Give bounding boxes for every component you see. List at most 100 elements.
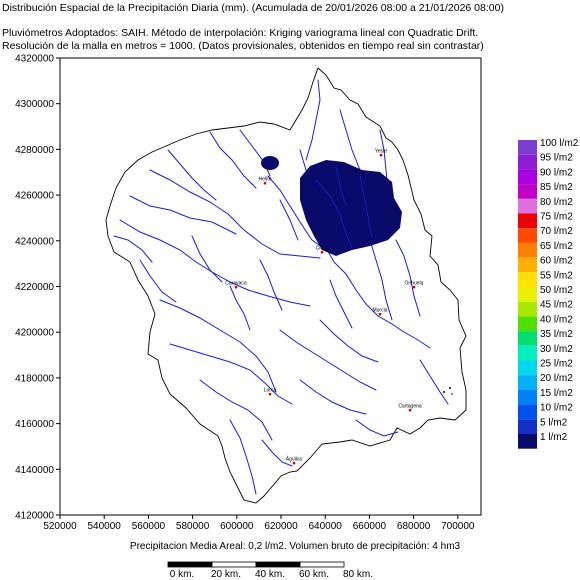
legend-swatch bbox=[518, 345, 537, 361]
legend-item: 60 l/m2 bbox=[518, 256, 573, 273]
legend-swatch bbox=[518, 213, 537, 229]
scale-segment bbox=[299, 561, 345, 568]
city-marker: Murcia bbox=[372, 308, 388, 316]
method-info: Pluviómetros Adoptados: SAIH. Método de … bbox=[2, 27, 479, 39]
tributary bbox=[355, 419, 399, 437]
legend-item: 30 l/m2 bbox=[518, 344, 573, 361]
legend-label: 15 l/m2 bbox=[540, 388, 573, 399]
scale-segment bbox=[211, 561, 257, 568]
city-marker: Cieza bbox=[316, 246, 329, 254]
scale-label: 80 km. bbox=[343, 569, 373, 580]
resolution-info: Resolución de la malla en metros = 1000.… bbox=[2, 40, 484, 52]
legend-item: 40 l/m2 bbox=[518, 314, 573, 332]
city-label: Murcia bbox=[372, 308, 387, 314]
legend-item: 100 l/m2 bbox=[518, 138, 579, 155]
legend-swatch bbox=[518, 169, 537, 185]
map-title: Distribución Espacial de la Precipitació… bbox=[2, 2, 504, 14]
legend-swatch bbox=[518, 184, 537, 199]
legend-item: 10 l/m2 bbox=[518, 403, 573, 420]
x-tick-label: 640000 bbox=[309, 521, 343, 532]
tributary bbox=[369, 239, 393, 321]
legend-item: 80 l/m2 bbox=[518, 197, 573, 214]
y-tick-label: 4140000 bbox=[15, 465, 54, 476]
legend-label: 45 l/m2 bbox=[540, 300, 573, 311]
x-tick-label: 520000 bbox=[43, 521, 77, 532]
legend-swatch bbox=[518, 360, 537, 376]
y-tick-label: 4120000 bbox=[15, 511, 54, 522]
legend-label: 30 l/m2 bbox=[540, 344, 573, 355]
tributary bbox=[149, 169, 321, 259]
x-tick-label: 600000 bbox=[220, 521, 254, 532]
scale-segment bbox=[255, 561, 301, 568]
legend-label: 50 l/m2 bbox=[540, 285, 573, 296]
rain-area-main bbox=[300, 160, 402, 256]
legend-label: 1 l/m2 bbox=[540, 432, 568, 443]
city-marker: Águilas bbox=[286, 456, 303, 465]
legend-swatch bbox=[518, 331, 537, 346]
legend-item: 50 l/m2 bbox=[518, 285, 573, 302]
legend-label: 40 l/m2 bbox=[540, 314, 573, 325]
legend-swatch bbox=[518, 287, 537, 302]
x-tick-label: 580000 bbox=[176, 521, 210, 532]
legend-item: 20 l/m2 bbox=[518, 373, 573, 390]
y-tick-label: 4260000 bbox=[15, 191, 54, 202]
legend-swatch bbox=[518, 419, 537, 434]
legend-label: 60 l/m2 bbox=[540, 256, 573, 267]
legend-label: 5 l/m2 bbox=[540, 417, 568, 428]
tributary bbox=[191, 235, 223, 283]
x-tick-label: 560000 bbox=[132, 521, 166, 532]
legend-swatch bbox=[518, 272, 537, 287]
legend-label: 80 l/m2 bbox=[540, 197, 573, 208]
legend-swatch bbox=[518, 316, 537, 332]
y-tick-label: 4300000 bbox=[15, 99, 54, 110]
tributary bbox=[113, 235, 153, 263]
city-label: Caravaca bbox=[225, 281, 247, 287]
legend-item: 1 l/m2 bbox=[518, 432, 568, 449]
scale-segment bbox=[167, 561, 213, 568]
legend-label: 55 l/m2 bbox=[540, 270, 573, 281]
scale-label: 0 km. bbox=[170, 569, 194, 580]
coastal-islets bbox=[443, 387, 453, 395]
tributary bbox=[229, 419, 257, 495]
tributary bbox=[199, 379, 273, 441]
city-marker: Lorca bbox=[264, 388, 277, 396]
legend-label: 90 l/m2 bbox=[540, 167, 573, 178]
legend-swatch bbox=[518, 140, 537, 155]
legend-label: 70 l/m2 bbox=[540, 226, 573, 237]
rain-areas bbox=[261, 156, 402, 256]
legend-swatch bbox=[518, 389, 537, 405]
legend-item: 45 l/m2 bbox=[518, 300, 573, 317]
legend-swatch bbox=[518, 154, 537, 170]
city-marker: Orihuela bbox=[405, 281, 424, 289]
legend-label: 100 l/m2 bbox=[540, 138, 579, 149]
x-tick-label: 700000 bbox=[441, 521, 475, 532]
tributary bbox=[129, 195, 237, 235]
legend-label: 35 l/m2 bbox=[540, 329, 573, 340]
tributary bbox=[169, 343, 293, 405]
x-tick-label: 660000 bbox=[353, 521, 387, 532]
city-markers: Yeste Hellín Cieza Caravaca Orihuela Murcia Lo… bbox=[225, 149, 424, 465]
y-tick-label: 4320000 bbox=[15, 54, 54, 65]
x-tick-label: 620000 bbox=[264, 521, 298, 532]
city-label: Yeste bbox=[375, 149, 388, 155]
legend-item: 65 l/m2 bbox=[518, 241, 573, 258]
y-tick-label: 4220000 bbox=[15, 282, 54, 293]
city-marker: Cartagena bbox=[398, 404, 422, 412]
legend-label: 20 l/m2 bbox=[540, 373, 573, 384]
rain-area-small bbox=[261, 156, 279, 170]
tributary bbox=[419, 359, 449, 405]
tributary bbox=[319, 319, 379, 363]
city-label: Lorca bbox=[264, 388, 277, 394]
legend-swatch bbox=[518, 301, 537, 317]
city-marker: Yeste bbox=[375, 149, 388, 157]
legend-item: 15 l/m2 bbox=[518, 388, 573, 405]
city-marker: Hellín bbox=[259, 177, 272, 185]
legend-label: 75 l/m2 bbox=[540, 212, 573, 223]
y-tick-label: 4180000 bbox=[15, 373, 54, 384]
rain-area-rivers bbox=[315, 165, 373, 249]
tributary bbox=[159, 299, 277, 393]
legend-item: 70 l/m2 bbox=[518, 226, 573, 243]
legend-swatch bbox=[518, 434, 537, 449]
legend-swatch bbox=[518, 198, 537, 214]
legend-label: 10 l/m2 bbox=[540, 403, 573, 414]
